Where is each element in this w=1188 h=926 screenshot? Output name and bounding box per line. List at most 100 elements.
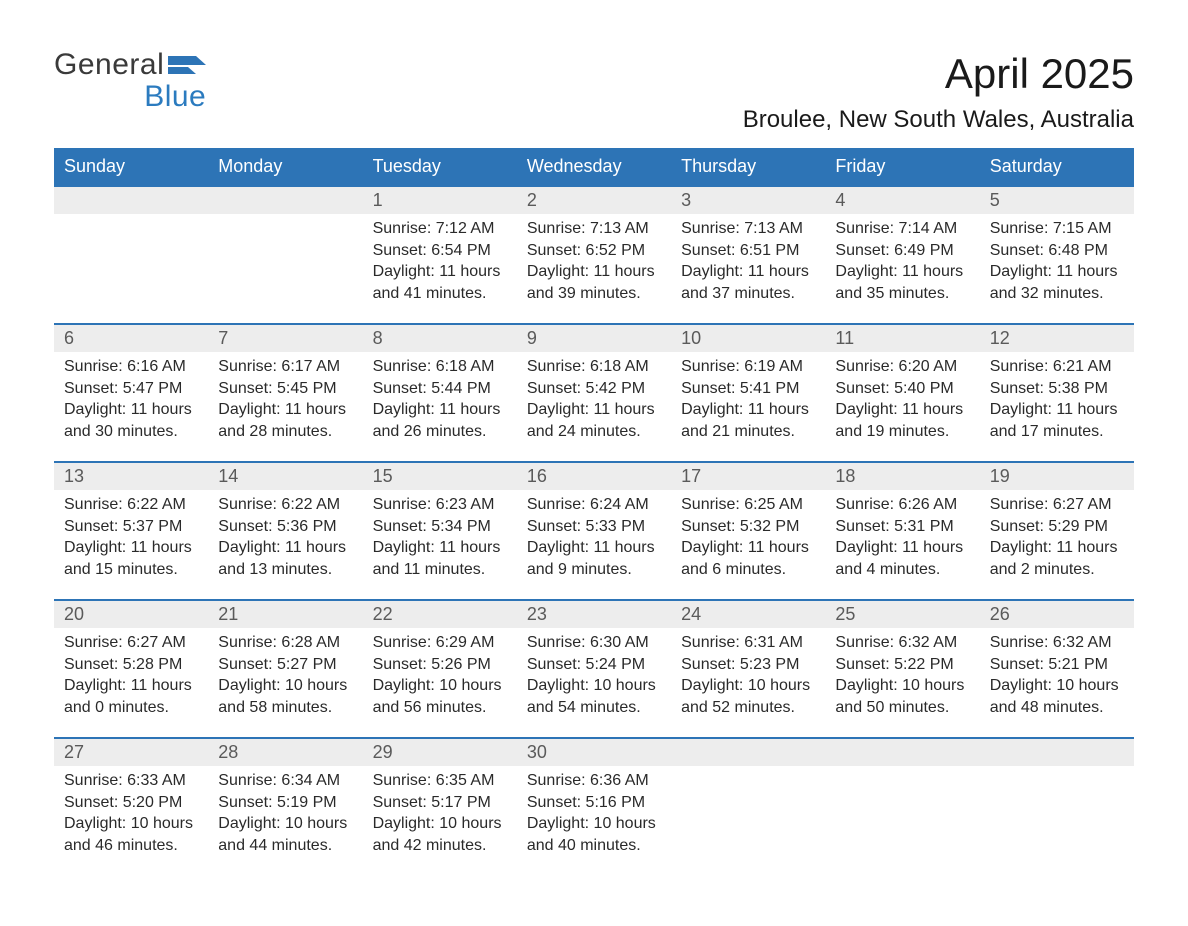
sunrise-text: Sunrise: 6:32 AM — [990, 632, 1124, 654]
day-number-row: 6789101112 — [54, 324, 1134, 352]
sunset-text: Sunset: 5:32 PM — [681, 516, 815, 538]
daylight-text: Daylight: 10 hours and 54 minutes. — [527, 675, 661, 718]
day-number-cell: 16 — [517, 462, 671, 490]
sunset-text: Sunset: 5:42 PM — [527, 378, 661, 400]
day-number-cell: 11 — [825, 324, 979, 352]
sunrise-text: Sunrise: 6:34 AM — [218, 770, 352, 792]
day-number-cell: 12 — [980, 324, 1134, 352]
day-number-cell — [671, 738, 825, 766]
sunrise-text: Sunrise: 6:31 AM — [681, 632, 815, 654]
weekday-header: Friday — [825, 148, 979, 186]
sunset-text: Sunset: 5:17 PM — [373, 792, 507, 814]
sunrise-text: Sunrise: 6:23 AM — [373, 494, 507, 516]
day-content-cell: Sunrise: 6:29 AMSunset: 5:26 PMDaylight:… — [363, 628, 517, 738]
sunrise-text: Sunrise: 6:24 AM — [527, 494, 661, 516]
day-content-cell — [208, 214, 362, 324]
day-number-cell — [825, 738, 979, 766]
sunset-text: Sunset: 5:24 PM — [527, 654, 661, 676]
sunrise-text: Sunrise: 6:18 AM — [373, 356, 507, 378]
day-number-cell: 23 — [517, 600, 671, 628]
day-content-cell: Sunrise: 6:30 AMSunset: 5:24 PMDaylight:… — [517, 628, 671, 738]
day-content-row: Sunrise: 6:33 AMSunset: 5:20 PMDaylight:… — [54, 766, 1134, 876]
day-number-cell: 27 — [54, 738, 208, 766]
sunrise-text: Sunrise: 7:15 AM — [990, 218, 1124, 240]
day-number-cell: 8 — [363, 324, 517, 352]
day-number-cell — [208, 186, 362, 214]
day-content-cell — [671, 766, 825, 876]
day-content-cell: Sunrise: 6:35 AMSunset: 5:17 PMDaylight:… — [363, 766, 517, 876]
weekday-header: Wednesday — [517, 148, 671, 186]
sunrise-text: Sunrise: 6:25 AM — [681, 494, 815, 516]
day-content-cell: Sunrise: 6:17 AMSunset: 5:45 PMDaylight:… — [208, 352, 362, 462]
sunset-text: Sunset: 5:22 PM — [835, 654, 969, 676]
day-content-cell: Sunrise: 6:21 AMSunset: 5:38 PMDaylight:… — [980, 352, 1134, 462]
sunrise-text: Sunrise: 6:16 AM — [64, 356, 198, 378]
sunrise-text: Sunrise: 7:13 AM — [527, 218, 661, 240]
day-content-cell — [980, 766, 1134, 876]
day-content-row: Sunrise: 7:12 AMSunset: 6:54 PMDaylight:… — [54, 214, 1134, 324]
sunrise-text: Sunrise: 7:13 AM — [681, 218, 815, 240]
day-content-row: Sunrise: 6:27 AMSunset: 5:28 PMDaylight:… — [54, 628, 1134, 738]
sunset-text: Sunset: 6:49 PM — [835, 240, 969, 262]
weekday-header-row: SundayMondayTuesdayWednesdayThursdayFrid… — [54, 148, 1134, 186]
day-content-cell: Sunrise: 6:22 AMSunset: 5:36 PMDaylight:… — [208, 490, 362, 600]
day-number-cell: 13 — [54, 462, 208, 490]
daylight-text: Daylight: 11 hours and 15 minutes. — [64, 537, 198, 580]
daylight-text: Daylight: 11 hours and 41 minutes. — [373, 261, 507, 304]
sunrise-text: Sunrise: 6:28 AM — [218, 632, 352, 654]
sunset-text: Sunset: 5:34 PM — [373, 516, 507, 538]
day-number-row: 20212223242526 — [54, 600, 1134, 628]
sunset-text: Sunset: 5:47 PM — [64, 378, 198, 400]
sunrise-text: Sunrise: 6:17 AM — [218, 356, 352, 378]
sunset-text: Sunset: 5:31 PM — [835, 516, 969, 538]
weekday-header: Saturday — [980, 148, 1134, 186]
sunrise-text: Sunrise: 6:26 AM — [835, 494, 969, 516]
sunrise-text: Sunrise: 6:36 AM — [527, 770, 661, 792]
day-content-cell: Sunrise: 6:31 AMSunset: 5:23 PMDaylight:… — [671, 628, 825, 738]
day-number-cell — [54, 186, 208, 214]
day-content-cell — [825, 766, 979, 876]
daylight-text: Daylight: 10 hours and 42 minutes. — [373, 813, 507, 856]
sunset-text: Sunset: 5:40 PM — [835, 378, 969, 400]
daylight-text: Daylight: 11 hours and 28 minutes. — [218, 399, 352, 442]
sunrise-text: Sunrise: 6:22 AM — [64, 494, 198, 516]
day-number-cell: 17 — [671, 462, 825, 490]
day-content-cell: Sunrise: 7:13 AMSunset: 6:52 PMDaylight:… — [517, 214, 671, 324]
daylight-text: Daylight: 11 hours and 0 minutes. — [64, 675, 198, 718]
day-number-cell: 15 — [363, 462, 517, 490]
sunrise-text: Sunrise: 6:27 AM — [64, 632, 198, 654]
sunset-text: Sunset: 5:16 PM — [527, 792, 661, 814]
sunset-text: Sunset: 5:21 PM — [990, 654, 1124, 676]
sunset-text: Sunset: 5:41 PM — [681, 378, 815, 400]
day-content-cell: Sunrise: 6:19 AMSunset: 5:41 PMDaylight:… — [671, 352, 825, 462]
day-content-cell: Sunrise: 6:33 AMSunset: 5:20 PMDaylight:… — [54, 766, 208, 876]
day-number-cell: 24 — [671, 600, 825, 628]
day-content-cell: Sunrise: 6:18 AMSunset: 5:42 PMDaylight:… — [517, 352, 671, 462]
weekday-header: Tuesday — [363, 148, 517, 186]
daylight-text: Daylight: 11 hours and 6 minutes. — [681, 537, 815, 580]
sunset-text: Sunset: 5:20 PM — [64, 792, 198, 814]
day-content-cell: Sunrise: 6:23 AMSunset: 5:34 PMDaylight:… — [363, 490, 517, 600]
sunset-text: Sunset: 5:44 PM — [373, 378, 507, 400]
location-subtitle: Broulee, New South Wales, Australia — [743, 106, 1134, 134]
logo-text-general: General — [54, 50, 164, 80]
sunset-text: Sunset: 6:48 PM — [990, 240, 1124, 262]
weekday-header: Sunday — [54, 148, 208, 186]
daylight-text: Daylight: 11 hours and 13 minutes. — [218, 537, 352, 580]
sunset-text: Sunset: 5:36 PM — [218, 516, 352, 538]
sunset-text: Sunset: 5:38 PM — [990, 378, 1124, 400]
day-content-cell: Sunrise: 6:36 AMSunset: 5:16 PMDaylight:… — [517, 766, 671, 876]
sunrise-text: Sunrise: 6:29 AM — [373, 632, 507, 654]
sunset-text: Sunset: 5:33 PM — [527, 516, 661, 538]
sunset-text: Sunset: 5:37 PM — [64, 516, 198, 538]
day-number-cell: 9 — [517, 324, 671, 352]
sunset-text: Sunset: 5:27 PM — [218, 654, 352, 676]
daylight-text: Daylight: 11 hours and 9 minutes. — [527, 537, 661, 580]
daylight-text: Daylight: 10 hours and 52 minutes. — [681, 675, 815, 718]
daylight-text: Daylight: 11 hours and 19 minutes. — [835, 399, 969, 442]
day-number-cell: 25 — [825, 600, 979, 628]
day-content-cell — [54, 214, 208, 324]
day-number-cell: 2 — [517, 186, 671, 214]
day-content-cell: Sunrise: 6:16 AMSunset: 5:47 PMDaylight:… — [54, 352, 208, 462]
month-title: April 2025 — [743, 50, 1134, 98]
